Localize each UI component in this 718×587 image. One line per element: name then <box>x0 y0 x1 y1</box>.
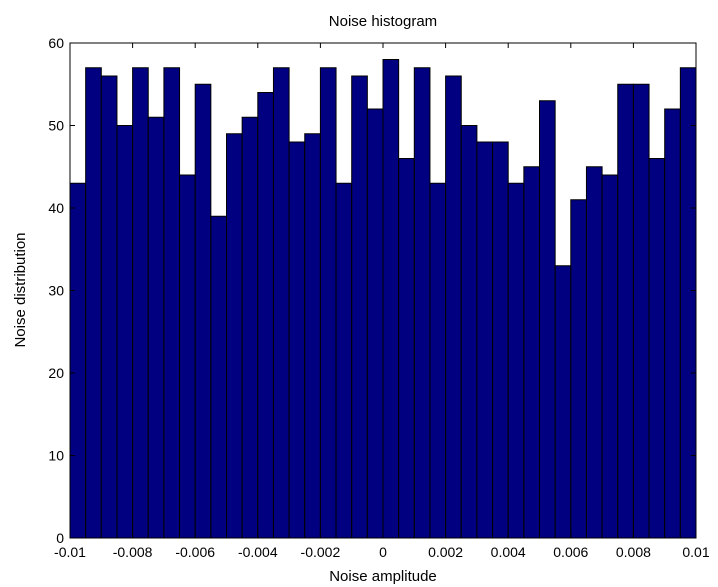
histogram-bar <box>429 182 447 539</box>
x-tick-label: 0.004 <box>491 544 526 560</box>
x-tick-label: 0.008 <box>616 544 651 560</box>
histogram-bar <box>523 166 540 539</box>
y-tick-label: 50 <box>48 118 64 134</box>
x-axis-label: Noise amplitude <box>329 568 437 585</box>
histogram-bar <box>335 182 353 539</box>
histogram-bar <box>257 92 274 539</box>
histogram-bar <box>304 133 321 539</box>
x-axis: -0.01 -0.008 -0.006 -0.004 -0.002 0 0.002 0.004… <box>54 43 710 560</box>
histogram-bar <box>570 199 587 539</box>
histogram-bar <box>632 83 650 539</box>
x-tick-label: 0.01 <box>682 544 709 560</box>
histogram-bar <box>179 174 196 539</box>
bars-group <box>69 59 697 539</box>
histogram-bar <box>241 116 259 539</box>
histogram-bar <box>492 141 509 539</box>
histogram-bar <box>445 75 462 539</box>
histogram-bar <box>194 83 212 539</box>
y-tick-label: 0 <box>56 530 64 546</box>
histogram-bar <box>319 67 337 539</box>
y-tick-label: 20 <box>48 365 64 381</box>
y-tick-label: 60 <box>48 35 64 51</box>
histogram-bar <box>507 182 525 539</box>
y-axis: 0 10 20 30 40 50 60 <box>48 35 696 546</box>
histogram-bar <box>147 116 165 539</box>
histogram-bar <box>272 67 290 539</box>
histogram-bar <box>648 158 666 539</box>
histogram-bar <box>100 75 118 539</box>
histogram-bar <box>116 125 134 539</box>
histogram-bar <box>366 108 384 539</box>
histogram-bar <box>398 158 415 539</box>
histogram-bar <box>382 59 400 539</box>
histogram-bar <box>460 125 478 539</box>
histogram-bar <box>69 182 87 539</box>
x-tick-label: -0.008 <box>113 544 153 560</box>
histogram-bar <box>539 100 556 539</box>
x-tick-label: 0.006 <box>553 544 588 560</box>
x-tick-label: -0.01 <box>54 544 86 560</box>
x-tick-label: -0.004 <box>238 544 278 560</box>
histogram-bar <box>132 67 149 539</box>
histogram-bar <box>617 83 634 539</box>
histogram-bar <box>85 67 102 539</box>
histogram-bar <box>413 67 431 539</box>
y-tick-label: 30 <box>48 283 64 299</box>
y-tick-label: 40 <box>48 200 64 216</box>
chart-title: Noise histogram <box>329 13 437 30</box>
y-tick-label: 10 <box>48 448 64 464</box>
histogram-bar <box>476 141 494 539</box>
x-tick-label: 0.002 <box>428 544 463 560</box>
y-axis-label: Noise distribution <box>12 232 29 347</box>
histogram-bar <box>351 75 368 539</box>
histogram-bar <box>585 166 603 539</box>
histogram-bar <box>210 215 228 539</box>
x-tick-label: 0 <box>379 544 387 560</box>
histogram-bar <box>288 141 306 539</box>
x-tick-label: -0.002 <box>301 544 341 560</box>
x-tick-label: -0.006 <box>175 544 215 560</box>
histogram-bar <box>226 133 243 539</box>
histogram-bar <box>601 174 619 539</box>
histogram-bar <box>554 265 572 539</box>
histogram-bar <box>163 67 181 539</box>
histogram-bar <box>679 67 697 539</box>
histogram-bar <box>664 108 681 539</box>
